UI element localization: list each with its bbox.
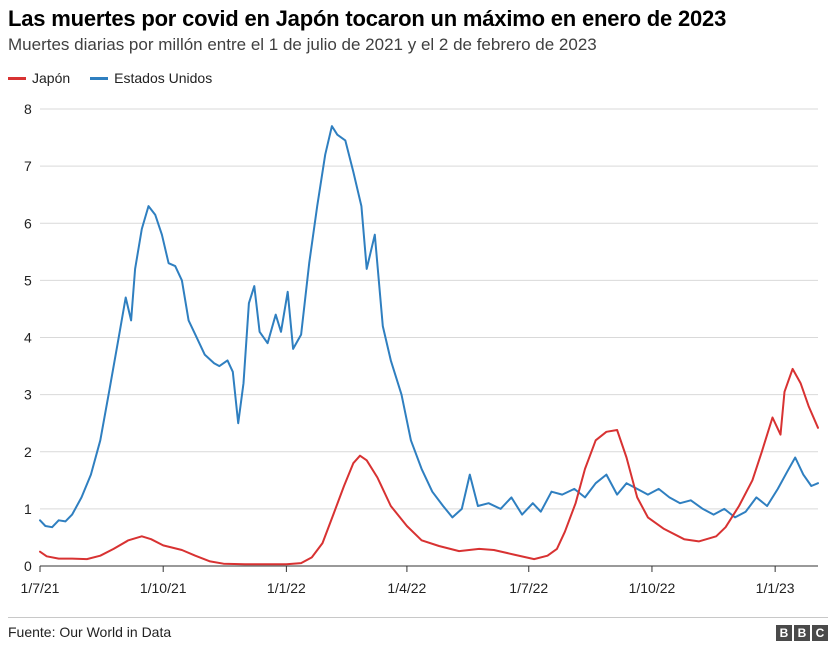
legend-swatch-japon xyxy=(8,76,26,80)
y-tick-label: 0 xyxy=(24,558,32,574)
y-tick-label: 5 xyxy=(24,272,32,288)
legend: Japón Estados Unidos xyxy=(8,70,232,86)
chart-subtitle: Muertes diarias por millón entre el 1 de… xyxy=(8,35,597,54)
y-tick-label: 3 xyxy=(24,387,32,403)
y-tick-label: 4 xyxy=(24,330,32,346)
footer-divider xyxy=(8,617,828,618)
y-tick-label: 6 xyxy=(24,215,32,231)
y-tick-label: 2 xyxy=(24,444,32,460)
series-line-estados-unidos xyxy=(39,125,819,529)
x-tick-label: 1/7/22 xyxy=(509,580,548,596)
legend-label-japon: Japón xyxy=(32,70,71,86)
x-tick-label: 1/4/22 xyxy=(387,580,426,596)
legend-item-japon: Japón xyxy=(8,70,70,86)
line-chart: 0 1 2 3 4 5 6 7 8 1/7/21 1/10/21 1/1/22 1/4/22 1/7/22… xyxy=(21,101,819,596)
x-tick-label: 1/10/22 xyxy=(629,580,676,596)
bbc-logo-block: B xyxy=(794,625,810,641)
bbc-logo: B B C xyxy=(774,625,828,641)
x-tick-label: 1/10/21 xyxy=(140,580,187,596)
legend-label-estados-unidos: Estados Unidos xyxy=(114,70,213,86)
chart-title: Las muertes por covid en Japón tocaron u… xyxy=(8,6,727,31)
y-tick-label: 7 xyxy=(24,158,32,174)
bbc-logo-block: B xyxy=(776,625,792,641)
legend-item-estados-unidos: Estados Unidos xyxy=(90,70,212,86)
y-tick-label: 1 xyxy=(24,501,32,517)
x-tick-label: 1/7/21 xyxy=(21,580,60,596)
bbc-logo-block: C xyxy=(812,625,828,641)
x-tick-label: 1/1/22 xyxy=(267,580,306,596)
legend-swatch-estados-unidos xyxy=(90,76,109,80)
series-line-japon xyxy=(39,367,819,566)
x-tick-label: 1/1/23 xyxy=(756,580,795,596)
y-tick-label: 8 xyxy=(24,101,32,117)
source-note: Fuente: Our World in Data xyxy=(8,624,172,640)
